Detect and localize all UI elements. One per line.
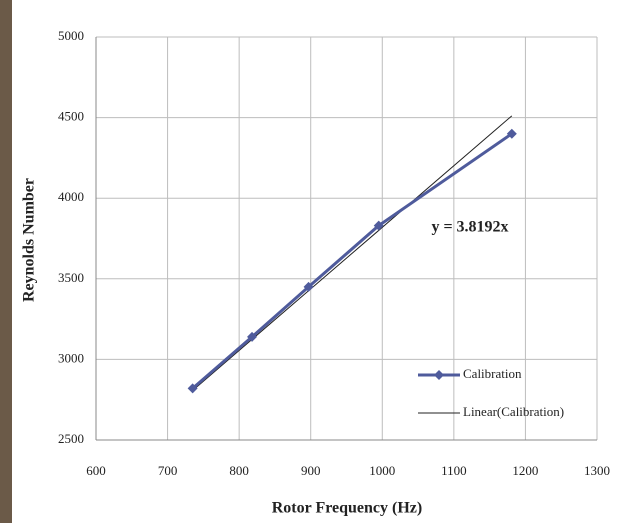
x-tick-label: 800: [229, 463, 249, 478]
y-tick-label: 3000: [58, 350, 84, 365]
y-tick-label: 4000: [58, 189, 84, 204]
legend-label: Linear(Calibration): [463, 404, 564, 419]
x-tick-label: 600: [86, 463, 106, 478]
x-tick-label: 1100: [441, 463, 467, 478]
chart-frame: [12, 0, 624, 523]
legend-marker: [434, 370, 444, 380]
x-tick-label: 700: [158, 463, 178, 478]
y-tick-label: 4500: [58, 109, 84, 124]
y-tick-label: 2500: [58, 431, 84, 446]
point-marker: [303, 281, 314, 292]
x-tick-label: 1200: [512, 463, 538, 478]
point-marker: [187, 383, 198, 394]
x-tick-label: 900: [301, 463, 321, 478]
y-tick-label: 5000: [58, 28, 84, 43]
point-marker: [506, 128, 517, 139]
point-marker: [373, 220, 384, 231]
legend-label: Calibration: [463, 366, 522, 381]
y-tick-label: 3500: [58, 270, 84, 285]
x-axis-label: Rotor Frequency (Hz): [272, 500, 422, 517]
point-marker: [247, 331, 258, 342]
y-axis-label: Reynolds Number: [21, 178, 38, 302]
background-photo: [0, 0, 12, 523]
x-tick-label: 1000: [369, 463, 395, 478]
x-tick-label: 1300: [584, 463, 610, 478]
annotation: y = 3.8192x: [431, 219, 508, 236]
